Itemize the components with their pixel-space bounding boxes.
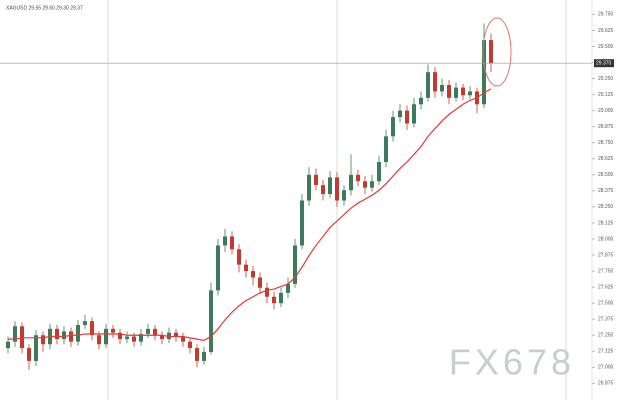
y-tick-label: 28.250 (598, 204, 614, 210)
y-tick-label: 27.375 (598, 317, 614, 323)
candle-body (34, 335, 38, 361)
candle-body (6, 341, 10, 349)
candle-body (398, 110, 402, 118)
candle-body (300, 200, 304, 246)
candle-body (146, 328, 150, 334)
candle-body (377, 162, 381, 182)
candle-body (55, 328, 59, 340)
y-tick-label: 28.500 (598, 172, 614, 178)
y-tick-label: 28.750 (598, 140, 614, 146)
candle-body (188, 341, 192, 349)
y-tick-label: 29.125 (598, 92, 614, 98)
y-tick-label: 28.625 (598, 156, 614, 162)
y-tick-label: 29.625 (598, 28, 614, 34)
candle-body (90, 321, 94, 336)
candle-body (132, 336, 136, 342)
moving-average (8, 88, 492, 342)
candle-body (167, 332, 171, 340)
candle-body (419, 97, 423, 105)
last-price-box (594, 59, 614, 68)
candle-body (440, 85, 444, 92)
candle-body (125, 336, 129, 340)
candle-body (216, 245, 220, 291)
candle-body (153, 328, 157, 336)
candle-body (244, 264, 248, 272)
candle-body (209, 290, 213, 352)
candle-body (104, 328, 108, 345)
y-tick-label: 29.000 (598, 108, 614, 114)
y-tick-label: 27.500 (598, 300, 614, 306)
candle-body (279, 292, 283, 304)
candle-body (461, 87, 465, 96)
candle-body (223, 236, 227, 246)
candle-body (265, 287, 269, 297)
candle-body (286, 283, 290, 293)
candle-body (139, 333, 143, 342)
candle-body (447, 85, 451, 98)
candle-body (293, 245, 297, 284)
candle-body (27, 348, 31, 361)
candle-body (195, 348, 199, 361)
header: XAGUSD 29.55 29.60 29.30 29.37 (6, 5, 83, 11)
y-tick-label: 27.750 (598, 268, 614, 274)
candle-body (433, 72, 437, 92)
candle-body (314, 174, 318, 186)
candle-body (83, 321, 87, 325)
y-tick-label: 27.625 (598, 284, 614, 290)
candle-body (97, 335, 101, 345)
watermark: FX678 (449, 342, 575, 383)
candle-body (363, 181, 367, 188)
candle-body (118, 332, 122, 340)
candle-body (342, 190, 346, 201)
y-tick-label: 27.000 (598, 365, 614, 371)
candle-body (237, 249, 241, 265)
candle-body (174, 332, 178, 337)
candle-body (321, 185, 325, 195)
candle-body (328, 177, 332, 195)
candle-body (230, 236, 234, 250)
y-tick-label: 27.875 (598, 252, 614, 258)
annotation-ellipse (482, 17, 512, 87)
candle-body (76, 324, 80, 342)
candle-body (370, 181, 374, 188)
y-tick-label: 28.875 (598, 124, 614, 130)
candle-body (111, 328, 115, 333)
candle-body (384, 136, 388, 162)
y-tick-label: 28.000 (598, 236, 614, 242)
candle-body (335, 177, 339, 201)
candle-body (272, 296, 276, 304)
candle-body (62, 331, 66, 340)
candle-body (349, 174, 353, 191)
y-tick-label: 28.125 (598, 220, 614, 226)
y-tick-label: 29.500 (598, 44, 614, 50)
candle-body (307, 174, 311, 201)
y-tick-label: 29.750 (598, 12, 614, 18)
candle-body (160, 335, 164, 340)
candle-body (13, 326, 17, 342)
candle-body (181, 336, 185, 342)
candle-body (482, 40, 486, 105)
candle-body (258, 277, 262, 288)
candle-body (426, 72, 430, 98)
candle-body (412, 104, 416, 124)
candle-body (41, 335, 45, 345)
candle-body (356, 174, 360, 182)
candle-body (454, 87, 458, 98)
candle-body (202, 351, 206, 361)
candle-body (251, 271, 255, 278)
candle-body (391, 117, 395, 137)
candle-body (468, 91, 472, 96)
candle-body (20, 326, 24, 349)
last-price-label: 29.370 (596, 61, 612, 67)
candle-body (405, 110, 409, 124)
y-tick-label: 27.125 (598, 349, 614, 355)
y-tick-label: 26.875 (598, 381, 614, 387)
candle-body (69, 331, 73, 342)
y-tick-label: 27.250 (598, 333, 614, 339)
y-tick-label: 29.250 (598, 76, 614, 82)
y-tick-label: 28.375 (598, 188, 614, 194)
candle-body (489, 40, 493, 64)
